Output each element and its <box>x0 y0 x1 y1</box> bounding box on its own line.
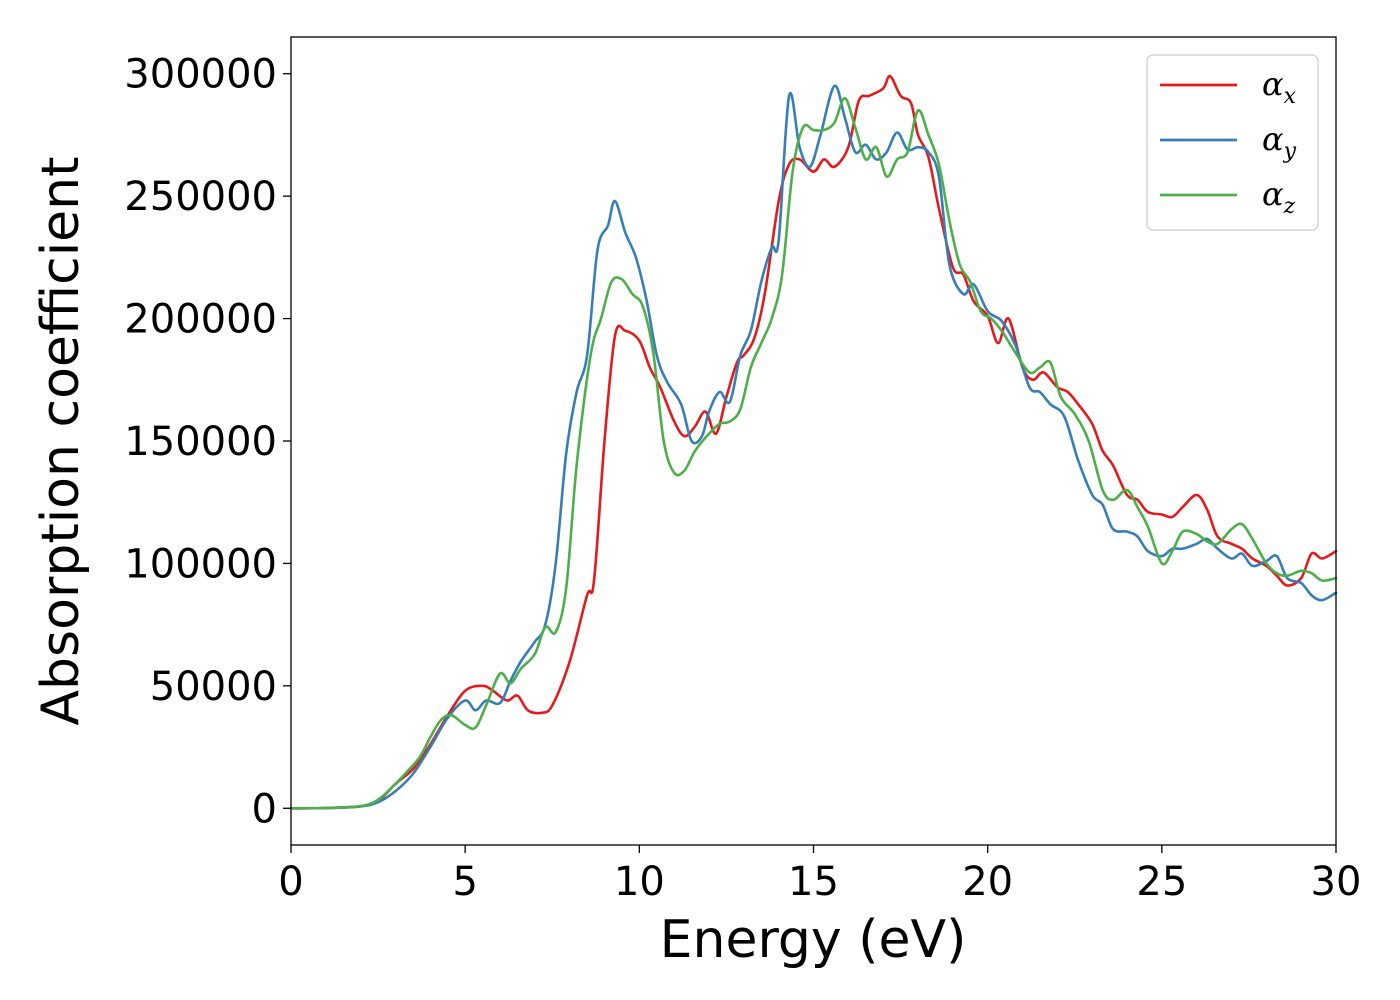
y-tick-label: 250000 <box>124 174 277 220</box>
y-axis-ticks: 0 50000 100000 150000 200000 250000 300000 <box>124 52 291 832</box>
x-axis-title: Energy (eV) <box>660 910 967 970</box>
legend-box <box>1146 54 1319 231</box>
y-tick-label: 0 <box>252 786 277 832</box>
y-tick-label: 300000 <box>124 52 277 98</box>
y-tick-label: 100000 <box>124 541 277 587</box>
x-tick-label: 20 <box>962 859 1013 905</box>
x-tick-label: 25 <box>1136 859 1187 905</box>
series-line-z <box>289 96 1338 810</box>
x-tick-label: 0 <box>278 859 303 905</box>
x-tick-label: 30 <box>1311 859 1362 905</box>
y-tick-label: 200000 <box>124 297 277 343</box>
y-tick-label: 50000 <box>150 664 277 710</box>
plot-lines <box>289 74 1338 810</box>
x-tick-label: 10 <box>614 859 665 905</box>
x-tick-label: 15 <box>788 859 839 905</box>
x-tick-label: 5 <box>452 859 477 905</box>
y-axis-title: Absorption coefficient <box>31 156 91 725</box>
series-line-x <box>289 74 1338 810</box>
y-tick-label: 150000 <box>124 419 277 465</box>
x-axis-ticks: 0 5 10 15 20 25 30 <box>278 845 1361 905</box>
